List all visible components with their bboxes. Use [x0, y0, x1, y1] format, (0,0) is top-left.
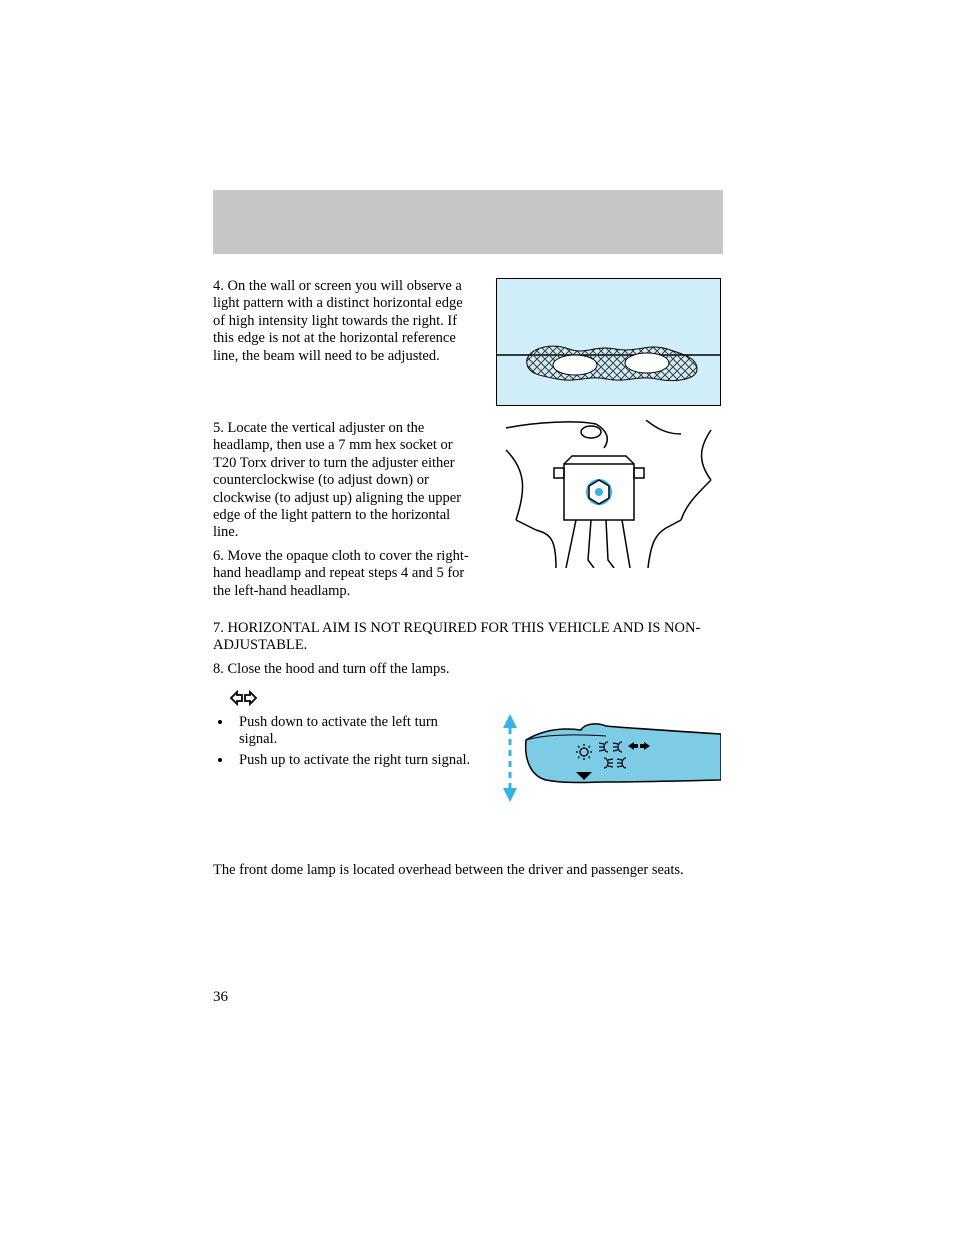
- step4-figure: [496, 278, 721, 406]
- adjuster-svg: [496, 420, 721, 568]
- dome-text: The front dome lamp is located overhead …: [213, 862, 725, 879]
- step5-row: 5. Locate the vertical adjuster on the h…: [213, 420, 725, 606]
- step5-figure: [496, 420, 721, 606]
- turn-list: Push down to activate the left turn sign…: [213, 714, 478, 770]
- turn-bullet-1: Push down to activate the left turn sign…: [233, 714, 478, 749]
- page-content: 4. On the wall or screen you will observ…: [213, 278, 725, 885]
- step4-text: 4. On the wall or screen you will observ…: [213, 278, 478, 406]
- turn-figure: [496, 710, 721, 806]
- step4-row: 4. On the wall or screen you will observ…: [213, 278, 725, 406]
- turn-row: Push down to activate the left turn sign…: [213, 710, 725, 806]
- light-pattern-diagram: [496, 278, 721, 406]
- stalk-diagram: [496, 710, 721, 806]
- step7-text: 7. HORIZONTAL AIM IS NOT REQUIRED FOR TH…: [213, 620, 725, 655]
- step5-text: 5. Locate the vertical adjuster on the h…: [213, 420, 478, 542]
- turn-signal-icon: [229, 690, 263, 706]
- step8-text: 8. Close the hood and turn off the lamps…: [213, 661, 725, 678]
- page-number: 36: [213, 989, 228, 1006]
- header-band: [213, 190, 723, 254]
- light-pattern-svg: [497, 279, 721, 406]
- adjuster-diagram: [496, 420, 721, 568]
- turn-bullets: Push down to activate the left turn sign…: [213, 710, 478, 806]
- turn-signal-heading: TURN SIGNAL CONTROL TURN SIGNAL CONTROL: [213, 684, 725, 706]
- step5-6-text: 5. Locate the vertical adjuster on the h…: [213, 420, 478, 606]
- step6-text: 6. Move the opaque cloth to cover the ri…: [213, 548, 478, 600]
- stalk-svg: [496, 710, 721, 806]
- turn-bullet-2: Push up to activate the right turn signa…: [233, 752, 478, 769]
- manual-page: 4. On the wall or screen you will observ…: [0, 0, 954, 1235]
